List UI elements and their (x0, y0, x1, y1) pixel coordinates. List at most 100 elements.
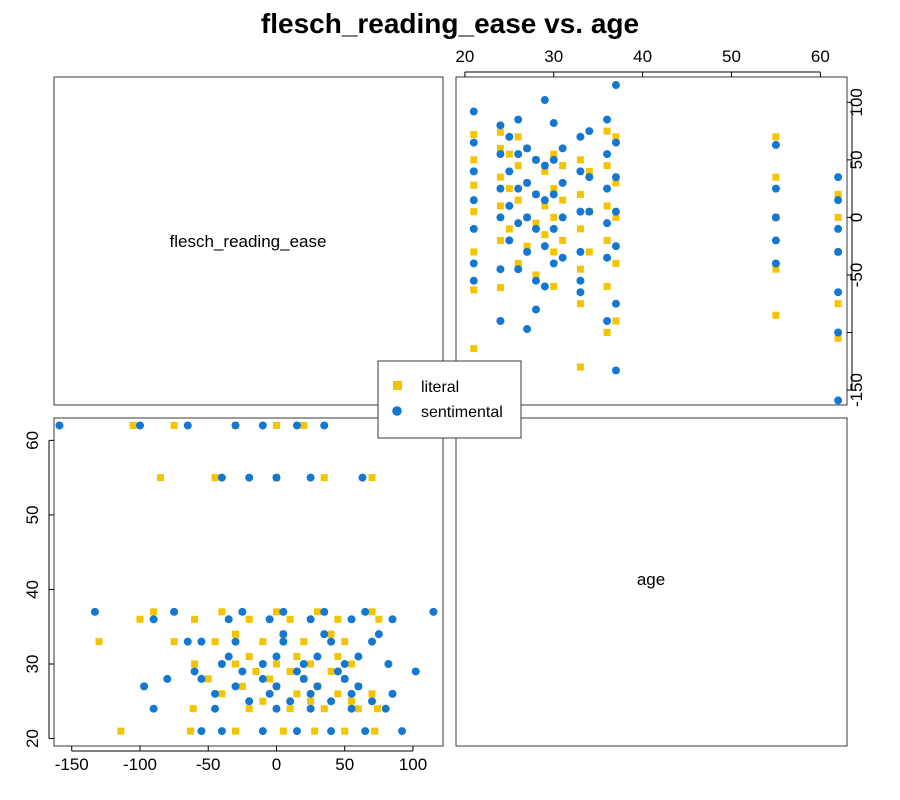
sentimental-point (279, 630, 288, 639)
sentimental-point (771, 259, 780, 268)
literal-point (186, 727, 194, 735)
sentimental-point (514, 150, 523, 159)
sentimental-point (531, 190, 540, 199)
sentimental-point (197, 637, 206, 646)
literal-point (320, 705, 328, 713)
sentimental-point (170, 607, 179, 616)
literal-point (550, 185, 558, 193)
literal-point (523, 242, 531, 250)
literal-point (470, 181, 478, 189)
literal-point (612, 133, 620, 141)
literal-point (150, 608, 158, 616)
sentimental-point (411, 667, 420, 676)
sentimental-point (771, 184, 780, 193)
sentimental-point (354, 652, 363, 661)
left-axis-tick-label: 30 (23, 655, 42, 674)
literal-point (307, 697, 315, 705)
literal-point (496, 144, 504, 152)
bottom-axis-tick-label: -50 (196, 755, 221, 774)
literal-point (772, 173, 780, 181)
sentimental-point (523, 247, 532, 256)
sentimental-point (245, 697, 254, 706)
sentimental-point (398, 727, 407, 736)
sentimental-point (258, 421, 267, 430)
left-axis-tick-label: 20 (23, 729, 42, 748)
sentimental-point (217, 660, 226, 668)
literal-point (156, 474, 164, 482)
sentimental-point (496, 316, 505, 325)
top-axis-tick-label: 20 (455, 47, 474, 66)
sentimental-point (368, 697, 377, 706)
sentimental-point (299, 674, 308, 683)
literal-point (232, 660, 240, 668)
sentimental-point (292, 421, 301, 430)
sentimental-point (272, 652, 281, 661)
literal-point (576, 225, 584, 233)
sentimental-point (834, 288, 843, 297)
legend-literal-marker (393, 381, 402, 390)
literal-point (834, 300, 842, 308)
literal-point (514, 259, 522, 267)
literal-point (603, 282, 611, 290)
literal-point (204, 675, 212, 683)
literal-point (550, 282, 558, 290)
sentimental-point (585, 127, 594, 136)
literal-point (191, 660, 199, 668)
sentimental-point (496, 150, 505, 159)
sentimental-point (496, 265, 505, 274)
literal-point (218, 690, 226, 698)
sentimental-point (603, 219, 612, 228)
literal-point (470, 286, 478, 294)
sentimental-point (549, 259, 558, 268)
literal-point (496, 202, 504, 210)
diagonal-label-age: age (637, 570, 665, 589)
literal-point (550, 248, 558, 256)
chart-title: flesch_reading_ease vs. age (261, 8, 639, 39)
literal-point (245, 705, 253, 713)
sentimental-point (190, 667, 199, 676)
sentimental-point (540, 96, 549, 105)
sentimental-point (327, 637, 336, 646)
sentimental-point (272, 473, 281, 482)
literal-point (603, 162, 611, 170)
literal-point (612, 179, 620, 187)
sentimental-point (361, 607, 370, 616)
sentimental-point (611, 366, 620, 375)
literal-point (189, 705, 197, 713)
literal-point (470, 131, 478, 139)
sentimental-point (540, 242, 549, 251)
sentimental-point (313, 652, 322, 661)
literal-point (612, 213, 620, 221)
literal-point (136, 615, 144, 623)
sentimental-point (327, 697, 336, 706)
literal-point (470, 345, 478, 353)
literal-point (532, 219, 540, 227)
sentimental-point (531, 155, 540, 164)
sentimental-point (163, 674, 172, 683)
top-axis-tick-label: 30 (544, 47, 563, 66)
literal-point (129, 421, 137, 429)
literal-point (238, 682, 246, 690)
literal-point (266, 675, 274, 683)
literal-point (293, 653, 301, 661)
sentimental-point (286, 697, 295, 706)
literal-point (272, 660, 280, 668)
right-axis-tick-label: -50 (847, 263, 866, 288)
sentimental-point (140, 682, 149, 691)
panel-top-left-diagonal (53, 76, 444, 406)
bottom-axis-tick-label: 50 (335, 755, 354, 774)
literal-point (834, 213, 842, 221)
sentimental-point (834, 224, 843, 233)
sentimental-point (603, 316, 612, 325)
top-axis-tick-label: 40 (633, 47, 652, 66)
sentimental-point (358, 473, 367, 482)
literal-point (834, 334, 842, 342)
literal-point (300, 421, 308, 429)
sentimental-point (245, 473, 254, 482)
sentimental-point (272, 682, 281, 691)
sentimental-point (327, 727, 336, 736)
sentimental-point (611, 138, 620, 147)
literal-point (211, 474, 219, 482)
sentimental-point (603, 253, 612, 262)
literal-point (576, 363, 584, 371)
